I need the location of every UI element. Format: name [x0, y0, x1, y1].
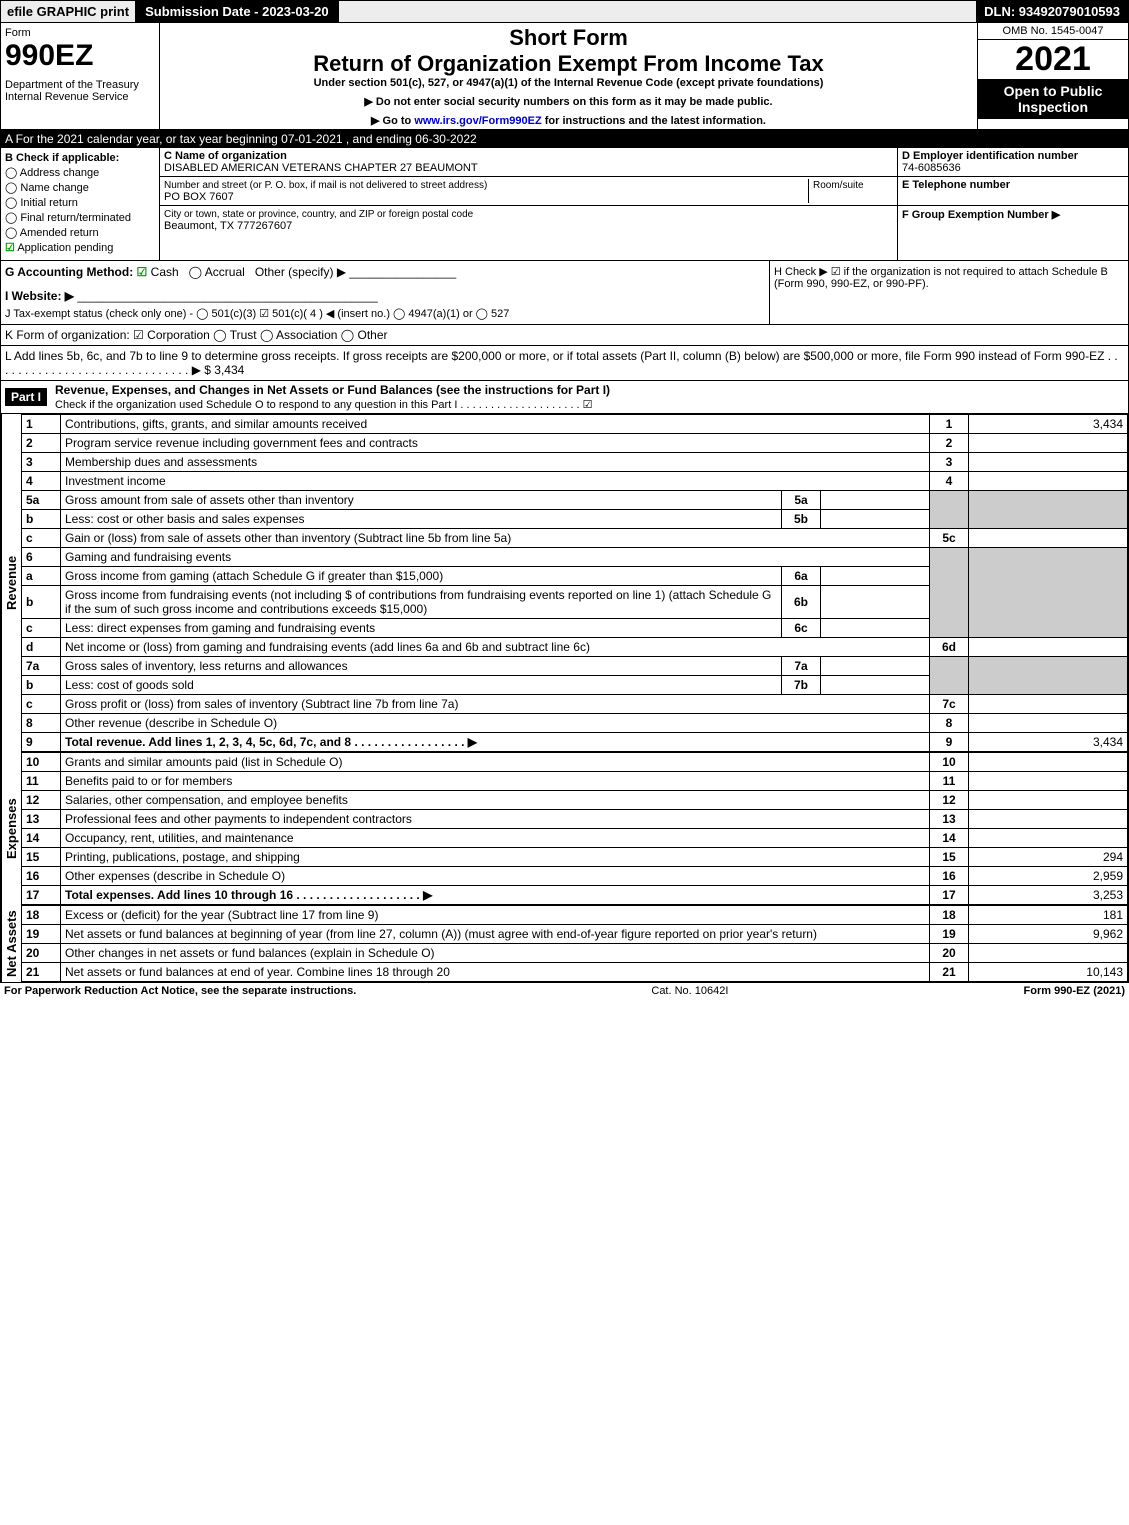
cb-application-pending[interactable]: ☑ Application pending	[5, 241, 155, 254]
inspection-badge: Open to Public Inspection	[978, 79, 1128, 119]
org-address: PO BOX 7607	[164, 191, 234, 203]
instructions-note: ▶ Go to www.irs.gov/Form990EZ for instru…	[166, 114, 971, 127]
subtitle: Under section 501(c), 527, or 4947(a)(1)…	[166, 77, 971, 89]
form-number: 990EZ	[5, 39, 155, 73]
part-i-header: Part I Revenue, Expenses, and Changes in…	[1, 381, 1128, 414]
line-10: 10 Grants and similar amounts paid (list…	[22, 753, 1128, 772]
cb-amended-return[interactable]: ◯ Amended return	[5, 226, 155, 239]
footer-right: Form 990-EZ (2021)	[1024, 985, 1125, 997]
info-block: B Check if applicable: ◯ Address change …	[1, 148, 1128, 261]
section-h: H Check ▶ ☑ if the organization is not r…	[769, 261, 1128, 324]
section-j: J Tax-exempt status (check only one) - ◯…	[5, 307, 765, 320]
section-i: I Website: ▶ ___________________________…	[5, 289, 765, 303]
irs-label: Internal Revenue Service	[5, 91, 155, 103]
line-5a: 5a Gross amount from sale of assets othe…	[22, 491, 1128, 510]
line-4: 4 Investment income 4	[22, 472, 1128, 491]
line-9: 9 Total revenue. Add lines 1, 2, 3, 4, 5…	[22, 733, 1128, 752]
ein: 74-6085636	[902, 162, 961, 174]
line-2: 2 Program service revenue including gove…	[22, 434, 1128, 453]
section-k: K Form of organization: ☑ Corporation ◯ …	[1, 325, 1128, 346]
cb-initial-return[interactable]: ◯ Initial return	[5, 196, 155, 209]
cb-address-change[interactable]: ◯ Address change	[5, 166, 155, 179]
line-19: 19 Net assets or fund balances at beginn…	[22, 925, 1128, 944]
line-11: 11 Benefits paid to or for members 11	[22, 772, 1128, 791]
footer-cat: Cat. No. 10642I	[356, 985, 1023, 997]
section-gh: G Accounting Method: ☑ Cash ◯ Accrual Ot…	[1, 261, 1128, 325]
tax-year: 2021	[978, 40, 1128, 79]
line-1: 1 Contributions, gifts, grants, and simi…	[22, 415, 1128, 434]
header: Form 990EZ Department of the Treasury In…	[1, 23, 1128, 130]
security-note: ▶ Do not enter social security numbers o…	[166, 95, 971, 108]
dln: DLN: 93492079010593	[976, 1, 1128, 22]
section-de: D Employer identification number 74-6085…	[897, 148, 1128, 260]
section-g: G Accounting Method: ☑ Cash ◯ Accrual Ot…	[5, 265, 765, 279]
submission-date: Submission Date - 2023-03-20	[135, 1, 339, 22]
section-l: L Add lines 5b, 6c, and 7b to line 9 to …	[1, 346, 1128, 381]
line-5c: c Gain or (loss) from sale of assets oth…	[22, 529, 1128, 548]
line-3: 3 Membership dues and assessments 3	[22, 453, 1128, 472]
cb-final-return[interactable]: ◯ Final return/terminated	[5, 211, 155, 224]
top-bar: efile GRAPHIC print Submission Date - 20…	[1, 1, 1128, 23]
efile-link[interactable]: efile GRAPHIC print	[1, 1, 135, 22]
expenses-label: Expenses	[1, 752, 21, 905]
form-container: efile GRAPHIC print Submission Date - 20…	[0, 0, 1129, 983]
line-16: 16 Other expenses (describe in Schedule …	[22, 867, 1128, 886]
line-18: 18 Excess or (deficit) for the year (Sub…	[22, 906, 1128, 925]
line-14: 14 Occupancy, rent, utilities, and maint…	[22, 829, 1128, 848]
netassets-label: Net Assets	[1, 905, 21, 982]
footer-left: For Paperwork Reduction Act Notice, see …	[4, 985, 356, 997]
expenses-section: Expenses 10 Grants and similar amounts p…	[1, 752, 1128, 905]
form-label: Form	[5, 27, 155, 39]
section-c: C Name of organization DISABLED AMERICAN…	[160, 148, 897, 260]
cb-name-change[interactable]: ◯ Name change	[5, 181, 155, 194]
irs-link[interactable]: www.irs.gov/Form990EZ	[414, 115, 541, 127]
line-8: 8 Other revenue (describe in Schedule O)…	[22, 714, 1128, 733]
line-6d: d Net income or (loss) from gaming and f…	[22, 638, 1128, 657]
org-name: DISABLED AMERICAN VETERANS CHAPTER 27 BE…	[164, 162, 478, 174]
line-6: 6 Gaming and fundraising events	[22, 548, 1128, 567]
revenue-section: Revenue 1 Contributions, gifts, grants, …	[1, 414, 1128, 752]
main-title: Return of Organization Exempt From Incom…	[166, 51, 971, 77]
line-17: 17 Total expenses. Add lines 10 through …	[22, 886, 1128, 905]
section-a: A For the 2021 calendar year, or tax yea…	[1, 130, 1128, 148]
line-21: 21 Net assets or fund balances at end of…	[22, 963, 1128, 982]
section-b: B Check if applicable: ◯ Address change …	[1, 148, 160, 260]
line-20: 20 Other changes in net assets or fund b…	[22, 944, 1128, 963]
revenue-label: Revenue	[1, 414, 21, 752]
line-13: 13 Professional fees and other payments …	[22, 810, 1128, 829]
org-city: Beaumont, TX 777267607	[164, 220, 292, 232]
line-15: 15 Printing, publications, postage, and …	[22, 848, 1128, 867]
omb-number: OMB No. 1545-0047	[978, 23, 1128, 40]
footer: For Paperwork Reduction Act Notice, see …	[0, 983, 1129, 999]
dept-label: Department of the Treasury	[5, 79, 155, 91]
line-7c: c Gross profit or (loss) from sales of i…	[22, 695, 1128, 714]
short-form-title: Short Form	[166, 25, 971, 51]
line-12: 12 Salaries, other compensation, and emp…	[22, 791, 1128, 810]
line-7a: 7a Gross sales of inventory, less return…	[22, 657, 1128, 676]
netassets-section: Net Assets 18 Excess or (deficit) for th…	[1, 905, 1128, 982]
